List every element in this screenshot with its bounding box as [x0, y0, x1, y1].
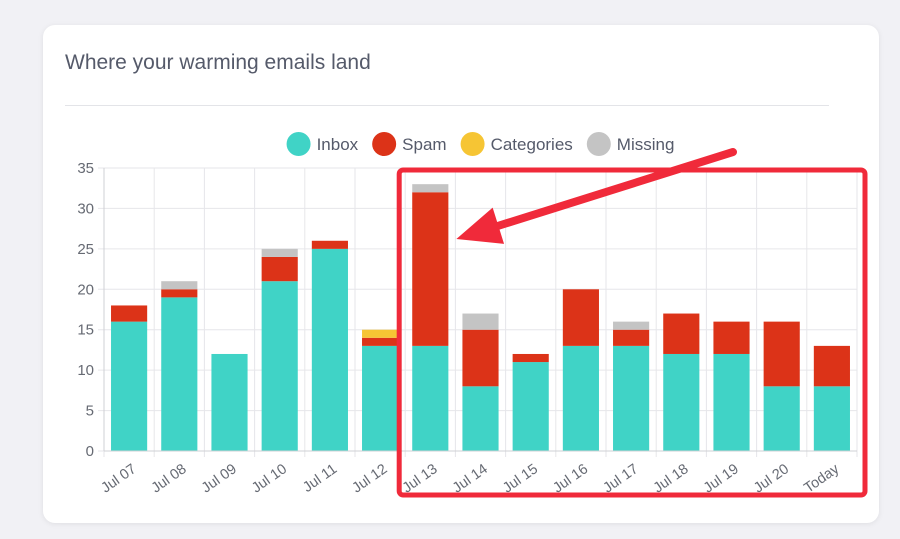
bar-spam-jul-15	[512, 353, 549, 363]
highlight-annotation	[396, 148, 868, 498]
legend-swatch	[586, 132, 611, 156]
bar-missing-jul-08	[161, 281, 198, 290]
bar-inbox-jul-12	[362, 345, 399, 451]
x-tick-label: Jul 13	[400, 461, 441, 496]
bar-inbox-jul-18	[663, 353, 700, 451]
legend-swatch	[286, 132, 311, 156]
legend-label: Spam	[402, 135, 446, 154]
bar-spam-jul-14	[462, 329, 499, 387]
bar-spam-jul-20	[763, 321, 800, 387]
legend-swatch	[460, 132, 485, 156]
bar-inbox-jul-19	[713, 353, 750, 451]
bar-inbox-jul-15	[512, 362, 549, 451]
y-tick-label: 30	[77, 200, 94, 217]
highlight-box	[396, 167, 868, 498]
bar-series	[111, 184, 850, 451]
bar-inbox-jul-20	[763, 386, 800, 451]
y-tick-label: 5	[86, 403, 94, 420]
legend: Inbox Spam Categories Missing	[286, 132, 675, 156]
legend-label: Missing	[617, 135, 675, 154]
x-tick-label: Jul 10	[249, 461, 290, 496]
legend-item-categories[interactable]: Categories	[460, 132, 573, 156]
title-divider	[65, 105, 829, 106]
bar-spam-jul-08	[161, 289, 198, 298]
bar-inbox-jul-09	[211, 353, 248, 451]
bar-spam-jul-13	[412, 192, 449, 346]
bar-inbox-today	[813, 386, 850, 451]
x-tick-label: Jul 17	[601, 461, 642, 496]
y-axis: 0 5 10 15 20 25 30 35	[77, 160, 105, 460]
bar-spam-jul-17	[613, 329, 650, 346]
bar-missing-jul-17	[613, 321, 650, 330]
legend-item-spam[interactable]: Spam	[372, 132, 447, 156]
bar-spam-jul-19	[713, 321, 750, 354]
bar-spam-jul-07	[111, 305, 148, 322]
x-tick-label: Jul 20	[751, 461, 792, 496]
x-tick-label: Jul 16	[550, 461, 591, 496]
y-tick-label: 0	[86, 443, 94, 460]
bar-inbox-jul-10	[261, 281, 298, 451]
bar-spam-jul-16	[562, 289, 599, 346]
bar-missing-jul-14	[462, 313, 499, 330]
bar-inbox-jul-16	[562, 345, 599, 451]
y-tick-label: 15	[77, 322, 94, 339]
bar-spam-jul-10	[261, 256, 298, 282]
bar-missing-jul-10	[261, 248, 298, 257]
x-tick-label: Jul 11	[300, 461, 340, 496]
x-tick-label: Jul 07	[99, 461, 140, 496]
bar-inbox-jul-11	[311, 248, 348, 451]
bar-inbox-jul-17	[613, 345, 650, 451]
bar-categories-jul-12	[362, 329, 399, 338]
arrow-head	[456, 207, 505, 244]
arrow-shaft	[491, 148, 737, 231]
legend-label: Inbox	[317, 135, 359, 154]
x-tick-label: Jul 09	[199, 461, 240, 496]
x-tick-label: Jul 18	[651, 461, 692, 496]
x-tick-label: Jul 19	[701, 461, 742, 496]
x-tick-label: Jul 08	[149, 461, 190, 496]
bar-missing-jul-13	[412, 184, 449, 193]
card-title: Where your warming emails land	[65, 51, 371, 74]
y-tick-label: 20	[77, 281, 94, 298]
bar-inbox-jul-14	[462, 386, 499, 451]
legend-label: Categories	[491, 135, 573, 154]
bar-inbox-jul-08	[161, 297, 198, 451]
x-axis: Jul 07 Jul 08 Jul 09 Jul 10 Jul 11 Jul 12 Jul …	[99, 450, 857, 497]
bar-inbox-jul-07	[111, 321, 148, 451]
bar-spam-jul-11	[311, 240, 348, 249]
y-tick-label: 10	[77, 362, 94, 379]
legend-item-inbox[interactable]: Inbox	[286, 132, 359, 156]
bar-spam-jul-12	[362, 337, 399, 346]
x-tick-label: Jul 12	[350, 461, 391, 496]
bar-spam-jul-18	[663, 313, 700, 354]
x-tick-label: Jul 14	[450, 461, 491, 496]
y-tick-label: 35	[77, 160, 94, 177]
legend-swatch	[372, 132, 397, 156]
x-tick-label: Jul 15	[500, 461, 541, 496]
x-tick-label: Today	[801, 461, 842, 497]
bar-inbox-jul-13	[412, 345, 449, 451]
bar-spam-today	[813, 345, 850, 387]
legend-item-missing[interactable]: Missing	[586, 132, 675, 156]
y-tick-label: 25	[77, 241, 94, 258]
